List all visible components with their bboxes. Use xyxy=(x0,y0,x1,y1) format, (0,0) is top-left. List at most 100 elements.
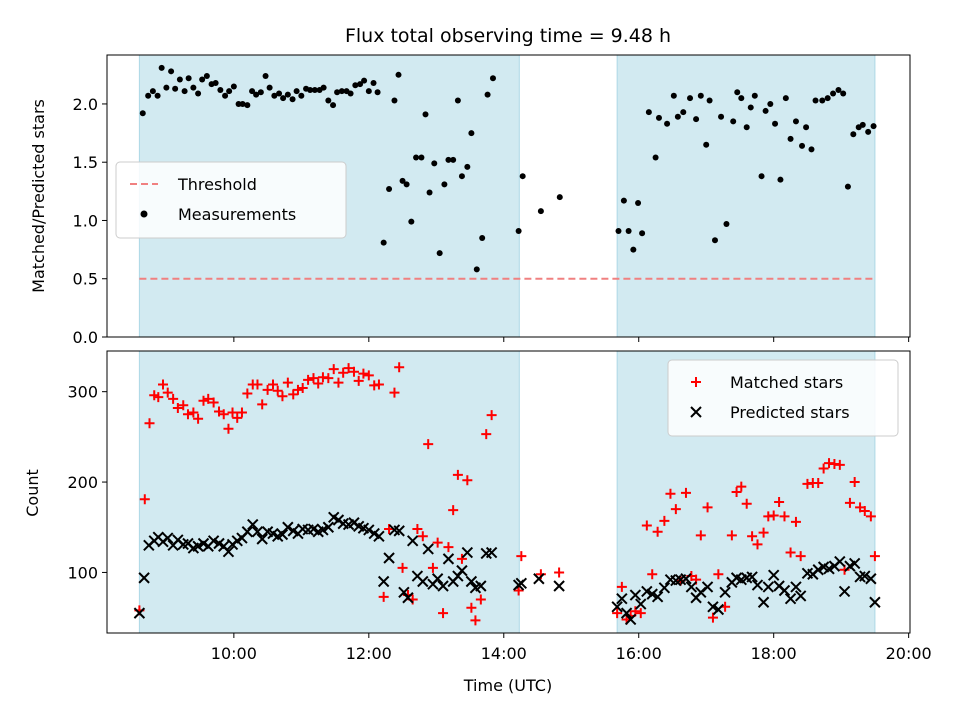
x-axis-label: Time (UTC) xyxy=(463,676,552,695)
top-series-0-point-126 xyxy=(850,131,857,138)
top-series-0-point-8 xyxy=(176,76,183,83)
bottom-y-axis-label: Count xyxy=(23,469,42,517)
bottom-series-0-point-12 xyxy=(193,413,204,424)
bottom-series-0-point-89 xyxy=(680,487,691,498)
top-series-0-point-97 xyxy=(703,141,710,148)
bottom-series-0-point-24 xyxy=(252,379,263,390)
bottom-series-1-point-46 xyxy=(363,524,375,536)
bottom-series-0-point-67 xyxy=(466,602,477,613)
bottom-series-0-point-48 xyxy=(373,379,384,390)
top-y-tick-label-3: 1.5 xyxy=(73,153,98,172)
bottom-series-1-point-76 xyxy=(611,601,623,613)
top-series-0-point-9 xyxy=(181,88,188,95)
bottom-series-1-point-52 xyxy=(393,525,405,537)
bottom-series-1-point-105 xyxy=(767,569,780,581)
bottom-series-1-point-115 xyxy=(823,563,835,575)
top-series-0-point-112 xyxy=(777,176,784,183)
bottom-series-0-point-39 xyxy=(328,364,339,375)
top-series-0-point-57 xyxy=(399,177,406,184)
bottom-series-0-point-27 xyxy=(267,379,278,390)
bottom-series-0-point-38 xyxy=(323,373,334,384)
top-series-0-point-77 xyxy=(515,227,522,234)
bottom-series-0-point-1 xyxy=(139,494,150,505)
top-series-0-point-58 xyxy=(403,181,410,188)
top-series-0-point-23 xyxy=(244,102,251,109)
top-y-tick-label-4: 2.0 xyxy=(73,95,98,114)
top-series-0-point-71 xyxy=(464,163,471,170)
top-series-0-point-114 xyxy=(787,135,794,142)
bottom-series-1-point-38 xyxy=(322,521,335,533)
bottom-series-0-point-60 xyxy=(432,537,443,548)
bottom-series-0-point-36 xyxy=(313,378,324,389)
bottom-series-1-point-22 xyxy=(241,526,254,538)
bottom-series-0-point-10 xyxy=(182,409,193,420)
bottom-series-1-point-79 xyxy=(624,613,637,626)
bottom-series-0-point-41 xyxy=(338,367,349,378)
top-series-0-point-63 xyxy=(426,189,433,196)
bottom-series-0-point-33 xyxy=(297,383,308,394)
bottom-series-0-point-95 xyxy=(713,569,724,580)
bottom-series-0-point-63 xyxy=(448,505,459,516)
top-legend-label-0: Threshold xyxy=(177,175,257,194)
top-series-0-point-47 xyxy=(352,82,359,89)
top-series-0-point-129 xyxy=(865,128,872,135)
bottom-series-1-point-124 xyxy=(869,596,881,608)
top-series-0-point-65 xyxy=(436,250,443,257)
bottom-series-0-point-124 xyxy=(869,551,880,562)
top-series-0-point-32 xyxy=(284,91,291,98)
bottom-series-0-point-114 xyxy=(818,463,829,474)
bottom-series-0-point-7 xyxy=(168,393,179,404)
bottom-series-1-point-29 xyxy=(276,528,289,541)
top-series-0-point-128 xyxy=(859,121,866,128)
bottom-series-1-point-30 xyxy=(282,521,294,533)
top-series-0-point-56 xyxy=(395,71,402,78)
top-y-tick-label-1: 0.5 xyxy=(73,270,98,289)
top-series-0-point-89 xyxy=(655,114,662,121)
bottom-series-1-point-0 xyxy=(133,607,146,619)
top-series-0-point-26 xyxy=(257,89,264,96)
bottom-series-1-point-89 xyxy=(680,573,692,585)
bottom-legend-label-1: Predicted stars xyxy=(730,403,850,422)
top-series-0-point-98 xyxy=(706,97,713,104)
bottom-series-0-point-82 xyxy=(641,520,652,531)
bottom-x-tick-label-3: 16:00 xyxy=(616,644,662,663)
bottom-series-0-point-42 xyxy=(343,363,354,374)
bottom-series-0-point-58 xyxy=(423,439,434,450)
top-axes-frame xyxy=(106,54,911,338)
top-series-0-point-84 xyxy=(630,246,637,253)
bottom-series-1-point-24 xyxy=(251,526,264,538)
bottom-series-1-point-57 xyxy=(417,575,429,588)
bottom-series-1-point-78 xyxy=(620,607,633,619)
top-legend-box xyxy=(115,161,347,239)
top-series-0-point-117 xyxy=(803,124,810,131)
bottom-series-0-point-2 xyxy=(144,418,155,429)
top-series-0-point-66 xyxy=(441,181,448,188)
bottom-legend: Matched stars Predicted stars xyxy=(667,359,899,437)
top-series-0-point-130 xyxy=(870,123,877,130)
bottom-series-0-point-103 xyxy=(758,527,769,538)
bottom-legend-label-0: Matched stars xyxy=(730,373,843,392)
top-panel: 0.0 0.5 1.0 1.5 2.0 Threshold Measurements xyxy=(73,54,911,347)
bottom-series-0-point-113 xyxy=(813,477,824,488)
bottom-series-1-point-74 xyxy=(533,573,545,585)
top-series-0-point-122 xyxy=(830,90,837,97)
top-series-0-point-115 xyxy=(792,118,799,125)
top-series-0-point-86 xyxy=(639,230,646,237)
bottom-series-0-point-68 xyxy=(470,615,481,626)
top-series-0-point-40 xyxy=(320,84,327,91)
bottom-series-1-point-69 xyxy=(475,580,487,592)
bottom-series-0-point-11 xyxy=(188,407,199,418)
bottom-series-1-point-82 xyxy=(641,585,653,598)
top-series-0-point-116 xyxy=(799,142,806,149)
bottom-series-1-point-113 xyxy=(812,564,824,576)
top-series-0-point-6 xyxy=(168,68,175,75)
top-y-axis-label: Matched/Predicted stars xyxy=(29,99,48,293)
top-series-0-point-69 xyxy=(454,97,461,104)
bottom-series-0-point-19 xyxy=(227,407,238,418)
bottom-series-1-point-55 xyxy=(406,535,419,547)
top-series-0-point-87 xyxy=(645,109,652,116)
bottom-series-0-point-75 xyxy=(554,567,565,578)
top-series-0-point-94 xyxy=(687,95,694,102)
bottom-series-0-point-76 xyxy=(612,608,623,619)
